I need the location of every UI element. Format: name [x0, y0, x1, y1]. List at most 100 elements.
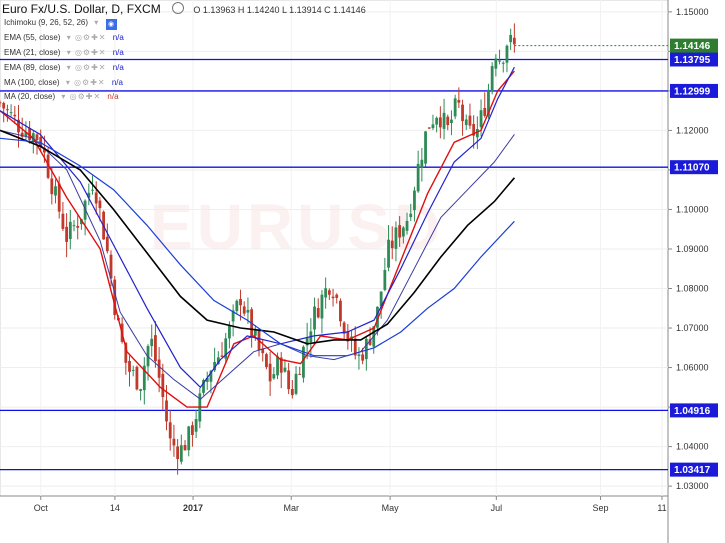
candle-body [398, 225, 402, 238]
candle-body [46, 154, 50, 178]
candle-body [165, 400, 168, 422]
candle-body [339, 300, 342, 322]
candle-body [31, 133, 35, 142]
candle-body [272, 374, 276, 379]
candle-body [65, 226, 69, 242]
candle-body [202, 379, 205, 393]
candle-body [213, 361, 217, 371]
indicator-settings-icons[interactable]: ▾ ◎⚙✚✕ [65, 78, 106, 87]
candle-body [453, 98, 457, 117]
candle-body [287, 370, 291, 390]
candle-body [394, 227, 398, 249]
candle-body [327, 290, 331, 295]
x-tick-label: 14 [110, 503, 120, 513]
level-price-label: 1.04916 [674, 406, 711, 417]
indicator-label: EMA (55, close) [4, 33, 61, 42]
candle-body [194, 418, 198, 432]
indicator-dropdown-icon[interactable]: ▾ [94, 18, 100, 27]
indicator-settings-icons[interactable]: ▾ ◎⚙✚✕ [61, 92, 102, 101]
candle-body [239, 298, 242, 306]
indicator-label: MA (100, close) [4, 78, 60, 87]
candle-body [324, 288, 328, 298]
visibility-icon[interactable]: ◉ [105, 19, 117, 30]
candle-body [364, 338, 368, 360]
candle-body [35, 134, 39, 141]
candle-body [135, 366, 139, 390]
x-tick-label: 11 [657, 503, 666, 513]
candle-body [172, 438, 176, 446]
candle-body [313, 306, 316, 330]
candle-body [209, 370, 213, 382]
candle-body [475, 129, 479, 138]
candle-body [479, 110, 483, 128]
candle-body [54, 186, 57, 196]
candle-body [168, 422, 172, 439]
candle-body [290, 389, 294, 396]
candle-body [405, 220, 409, 231]
candle-body [57, 183, 61, 212]
x-tick-label: Oct [34, 503, 49, 513]
x-tick-label: Sep [593, 503, 609, 513]
indicator-row-ema89[interactable]: EMA (89, close) ▾ ◎⚙✚✕ n/a [4, 63, 124, 72]
candle-body [161, 373, 165, 398]
indicator-row-ma100[interactable]: MA (100, close) ▾ ◎⚙✚✕ n/a [4, 78, 123, 87]
indicator-value: n/a [112, 63, 124, 72]
instrument-title[interactable]: Euro Fx/U.S. Dollar, D, FXCM [2, 2, 161, 16]
candle-body [383, 269, 387, 290]
indicator-settings-icons[interactable]: ▾ ◎⚙✚✕ [66, 63, 107, 72]
candle-body [0, 102, 2, 104]
candle-body [176, 446, 180, 460]
candle-body [128, 360, 131, 372]
candle-body [91, 189, 94, 191]
candle-body [80, 219, 83, 225]
indicator-row-ema21[interactable]: EMA (21, close) ▾ ◎⚙✚✕ n/a [4, 48, 124, 57]
y-tick-label: 1.08000 [676, 284, 709, 294]
indicator-label: MA (20, close) [4, 92, 56, 101]
candle-body [464, 119, 468, 126]
candle-body [50, 178, 54, 195]
candle-body [9, 112, 13, 114]
candle-body [216, 357, 220, 365]
x-tick-label: 2017 [183, 503, 203, 513]
candle-body [427, 127, 431, 129]
candle-body [498, 60, 501, 62]
indicator-row-ma20[interactable]: MA (20, close) ▾ ◎⚙✚✕ n/a [4, 92, 119, 101]
level-price-label: 1.03417 [674, 465, 711, 476]
level-price-label: 1.12999 [674, 86, 711, 97]
candle-body [368, 339, 372, 345]
candle-body [505, 45, 509, 63]
candle-body [205, 377, 209, 382]
candle-body [472, 124, 476, 136]
indicator-row-ichimoku[interactable]: Ichimoku (9, 26, 52, 26) ▾ ◉ [4, 18, 117, 30]
candle-body [24, 131, 28, 137]
indicator-settings-icons[interactable]: ▾ ◎⚙✚✕ [66, 33, 107, 42]
level-price-tag [670, 52, 718, 67]
y-tick-label: 1.04000 [676, 442, 709, 452]
candle-body [83, 200, 87, 220]
candle-body [157, 359, 161, 378]
candle-body [379, 291, 383, 307]
candle-body [279, 357, 283, 373]
candle-body [124, 342, 128, 363]
y-tick-label: 1.15000 [676, 7, 709, 17]
candle-body [68, 221, 72, 240]
candle-body [487, 89, 490, 117]
candle-body [265, 354, 268, 368]
candle-body [242, 306, 246, 314]
candle-body [438, 117, 442, 128]
indicator-settings-icons[interactable]: ▾ ◎⚙✚✕ [66, 48, 107, 57]
level-price-tag [670, 160, 718, 175]
indicator-value: n/a [112, 33, 124, 42]
candle-body [413, 190, 416, 211]
candle-body [390, 240, 394, 249]
indicator-label: Ichimoku (9, 26, 52, 26) [4, 18, 89, 27]
candle-body [501, 62, 505, 64]
candle-body [72, 225, 76, 227]
candle-body [294, 373, 298, 394]
indicator-row-ema55[interactable]: EMA (55, close) ▾ ◎⚙✚✕ n/a [4, 33, 124, 42]
candle-body [305, 338, 309, 346]
candle-body [94, 192, 98, 204]
level-price-tag [670, 462, 718, 477]
candle-body [109, 254, 113, 279]
